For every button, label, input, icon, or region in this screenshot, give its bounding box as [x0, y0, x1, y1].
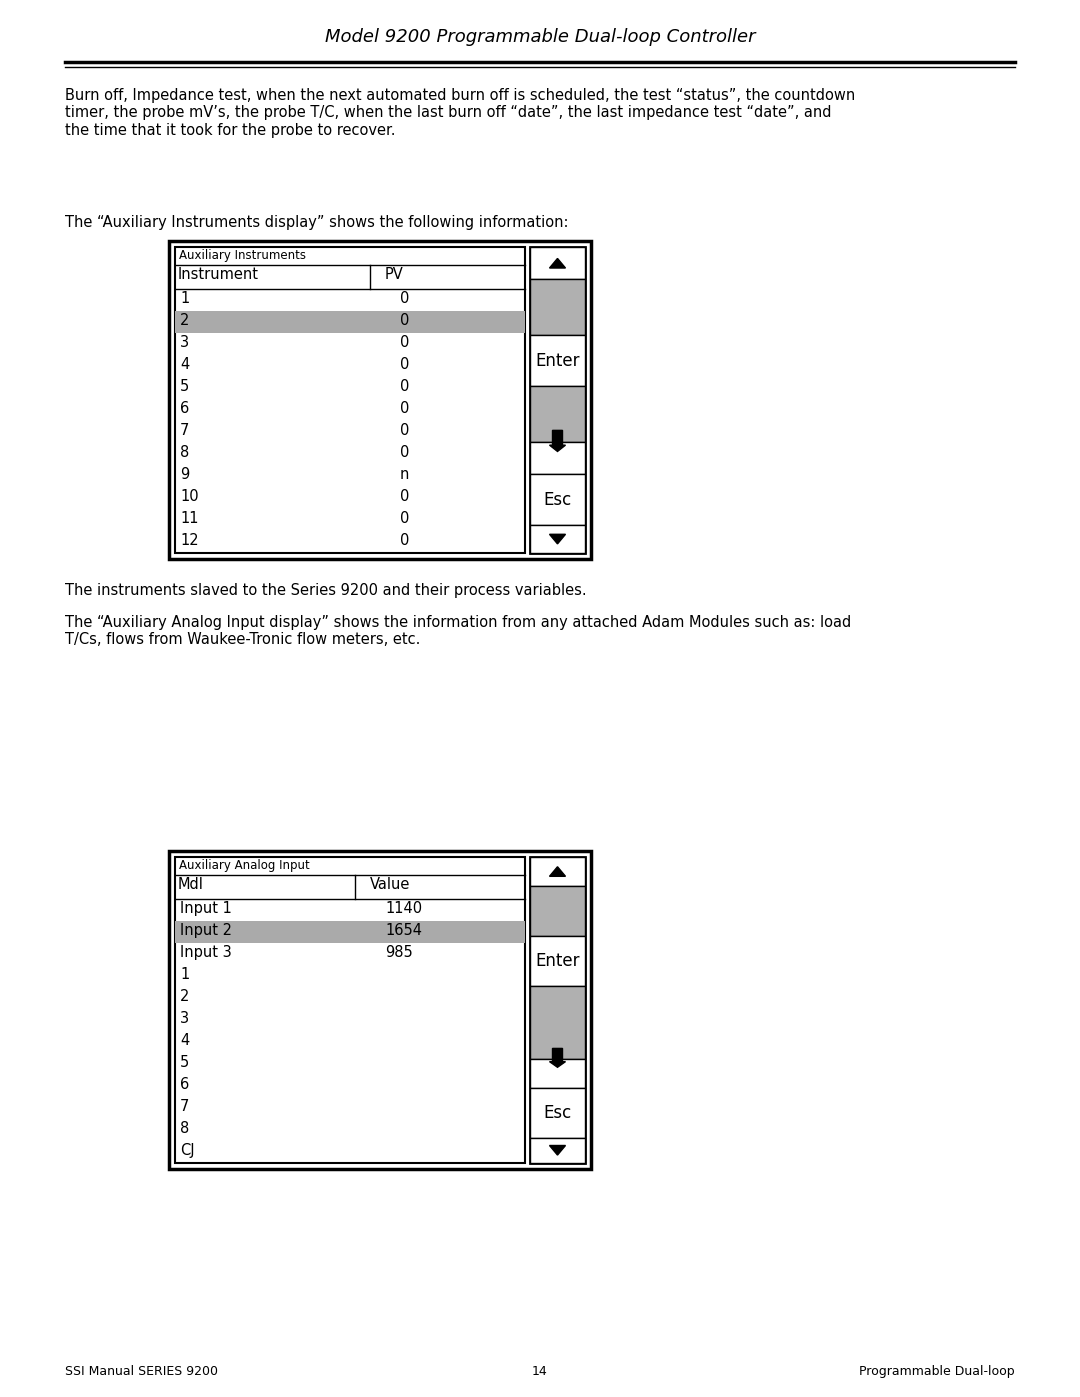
- Text: Enter: Enter: [536, 951, 580, 970]
- Text: 10: 10: [180, 489, 199, 504]
- Text: CJ: CJ: [180, 1143, 194, 1158]
- Text: 0: 0: [400, 291, 409, 306]
- Polygon shape: [550, 534, 566, 543]
- Text: 0: 0: [400, 358, 409, 372]
- Bar: [175, 312, 525, 332]
- Text: 7: 7: [180, 1099, 189, 1113]
- Text: 7: 7: [180, 423, 189, 439]
- Text: 0: 0: [400, 401, 409, 416]
- Text: Mdl: Mdl: [178, 877, 204, 893]
- Bar: [530, 279, 585, 335]
- Text: PV: PV: [384, 267, 404, 282]
- Text: 0: 0: [400, 511, 409, 527]
- Bar: [530, 856, 585, 1162]
- Polygon shape: [550, 258, 566, 268]
- Bar: [530, 886, 585, 936]
- Text: Esc: Esc: [543, 490, 571, 509]
- Text: The “Auxiliary Instruments display” shows the following information:: The “Auxiliary Instruments display” show…: [65, 215, 568, 231]
- Text: Value: Value: [370, 877, 410, 893]
- Text: 5: 5: [180, 1055, 189, 1070]
- Polygon shape: [550, 1146, 566, 1155]
- Text: Input 2: Input 2: [180, 923, 232, 937]
- Text: 0: 0: [400, 534, 409, 548]
- Bar: [175, 856, 525, 1162]
- Text: 1: 1: [180, 291, 189, 306]
- Bar: [530, 1137, 585, 1162]
- Text: 3: 3: [180, 335, 189, 351]
- Bar: [530, 247, 585, 553]
- Text: 4: 4: [180, 358, 189, 372]
- Text: 6: 6: [180, 1077, 189, 1092]
- Text: n: n: [400, 467, 409, 482]
- Polygon shape: [550, 1048, 566, 1067]
- Polygon shape: [550, 430, 566, 451]
- Text: Instrument: Instrument: [178, 267, 259, 282]
- Text: Esc: Esc: [543, 1104, 571, 1122]
- Bar: [530, 441, 585, 474]
- Bar: [530, 1059, 585, 1088]
- Text: The “Auxiliary Analog Input display” shows the information from any attached Ada: The “Auxiliary Analog Input display” sho…: [65, 615, 851, 647]
- Bar: [530, 335, 585, 386]
- Bar: [168, 851, 591, 1169]
- Text: 985: 985: [384, 944, 413, 960]
- Text: Auxiliary Instruments: Auxiliary Instruments: [179, 249, 306, 263]
- Polygon shape: [550, 866, 566, 876]
- Bar: [530, 386, 585, 441]
- Text: Auxiliary Analog Input: Auxiliary Analog Input: [179, 859, 310, 872]
- Text: 4: 4: [180, 1032, 189, 1048]
- Text: 0: 0: [400, 335, 409, 351]
- Text: 3: 3: [180, 1011, 189, 1025]
- Text: 2: 2: [180, 313, 189, 328]
- Text: 0: 0: [400, 446, 409, 460]
- Text: 1654: 1654: [384, 923, 422, 937]
- Text: 0: 0: [400, 489, 409, 504]
- Text: Programmable Dual-loop: Programmable Dual-loop: [860, 1365, 1015, 1377]
- Text: SSI Manual SERIES 9200: SSI Manual SERIES 9200: [65, 1365, 218, 1377]
- Text: 0: 0: [400, 379, 409, 394]
- Text: 1140: 1140: [384, 901, 422, 916]
- Text: 5: 5: [180, 379, 189, 394]
- Bar: [530, 986, 585, 1059]
- Text: 11: 11: [180, 511, 199, 527]
- Text: 0: 0: [400, 423, 409, 439]
- Bar: [530, 525, 585, 553]
- Text: 2: 2: [180, 989, 189, 1004]
- Text: 12: 12: [180, 534, 199, 548]
- Text: The instruments slaved to the Series 9200 and their process variables.: The instruments slaved to the Series 920…: [65, 583, 586, 598]
- Bar: [530, 247, 585, 279]
- Bar: [175, 921, 525, 943]
- Text: 0: 0: [400, 313, 409, 328]
- Bar: [168, 242, 591, 559]
- Text: Input 1: Input 1: [180, 901, 232, 916]
- Bar: [530, 1088, 585, 1137]
- Text: 1: 1: [180, 967, 189, 982]
- Bar: [530, 474, 585, 525]
- Text: Model 9200 Programmable Dual-loop Controller: Model 9200 Programmable Dual-loop Contro…: [325, 28, 755, 46]
- Bar: [530, 856, 585, 886]
- Bar: [175, 247, 525, 553]
- Text: 14: 14: [532, 1365, 548, 1377]
- Text: Burn off, Impedance test, when the next automated burn off is scheduled, the tes: Burn off, Impedance test, when the next …: [65, 88, 855, 138]
- Text: 9: 9: [180, 467, 189, 482]
- Text: 8: 8: [180, 446, 189, 460]
- Text: 6: 6: [180, 401, 189, 416]
- Text: Input 3: Input 3: [180, 944, 232, 960]
- Text: 8: 8: [180, 1120, 189, 1136]
- Bar: [530, 936, 585, 986]
- Text: Enter: Enter: [536, 352, 580, 370]
